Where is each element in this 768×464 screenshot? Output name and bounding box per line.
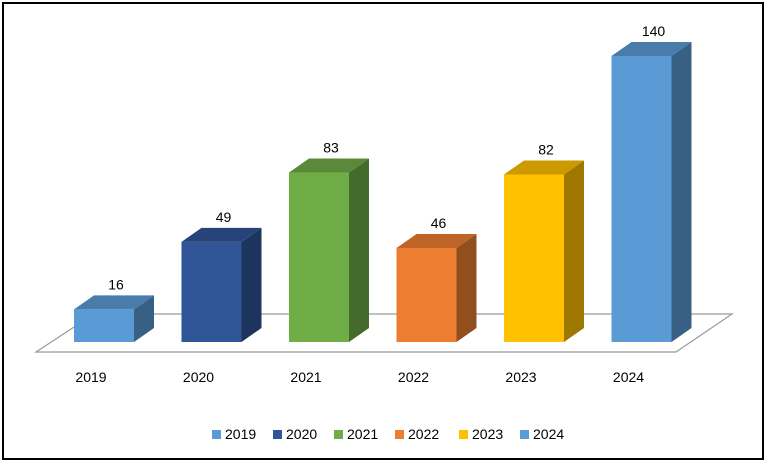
legend-item-2020: 2020 (273, 426, 317, 442)
x-tick-label-2023: 2023 (505, 369, 536, 385)
x-tick-label-2020: 2020 (183, 369, 214, 385)
legend-item-2022: 2022 (395, 426, 439, 442)
legend-swatch (334, 430, 343, 439)
legend-item-2023: 2023 (459, 426, 503, 442)
bar-chart: 16 2019 49 2020 83 2021 46 2022 82 2023 140 2024 20… (33, 23, 734, 442)
x-tick-label-2022: 2022 (398, 369, 429, 385)
legend-swatch (212, 430, 221, 439)
legend-swatch (459, 430, 468, 439)
legend-label: 2023 (472, 426, 503, 442)
legend-item-2021: 2021 (334, 426, 378, 442)
legend-item-2024: 2024 (520, 426, 564, 442)
value-label-2021: 83 (323, 139, 339, 155)
legend-label: 2019 (225, 426, 256, 442)
x-tick-label-2024: 2024 (613, 369, 644, 385)
legend-swatch (273, 430, 282, 439)
legend-label: 2021 (347, 426, 378, 442)
legend-label: 2024 (533, 426, 564, 442)
legend-swatch (520, 430, 529, 439)
bar-2020 (181, 227, 262, 342)
bar-2019 (74, 295, 154, 342)
value-label-2022: 46 (431, 215, 447, 231)
x-tick-label-2019: 2019 (75, 369, 106, 385)
bar-2021 (289, 158, 369, 342)
legend-swatch (395, 430, 404, 439)
value-label-2020: 49 (216, 209, 232, 225)
chart-frame: 16 2019 49 2020 83 2021 46 2022 82 2023 140 2024 20… (2, 2, 764, 460)
x-tick-label-2021: 2021 (290, 369, 321, 385)
bar-2024 (611, 42, 692, 342)
legend-label: 2020 (286, 426, 317, 442)
legend-item-2019: 2019 (212, 426, 256, 442)
value-label-2023: 82 (538, 141, 554, 157)
bar-2022 (396, 234, 477, 342)
value-label-2019: 16 (108, 276, 124, 292)
bar-2023 (504, 160, 584, 342)
legend-label: 2022 (408, 426, 439, 442)
value-label-2024: 140 (642, 23, 666, 39)
